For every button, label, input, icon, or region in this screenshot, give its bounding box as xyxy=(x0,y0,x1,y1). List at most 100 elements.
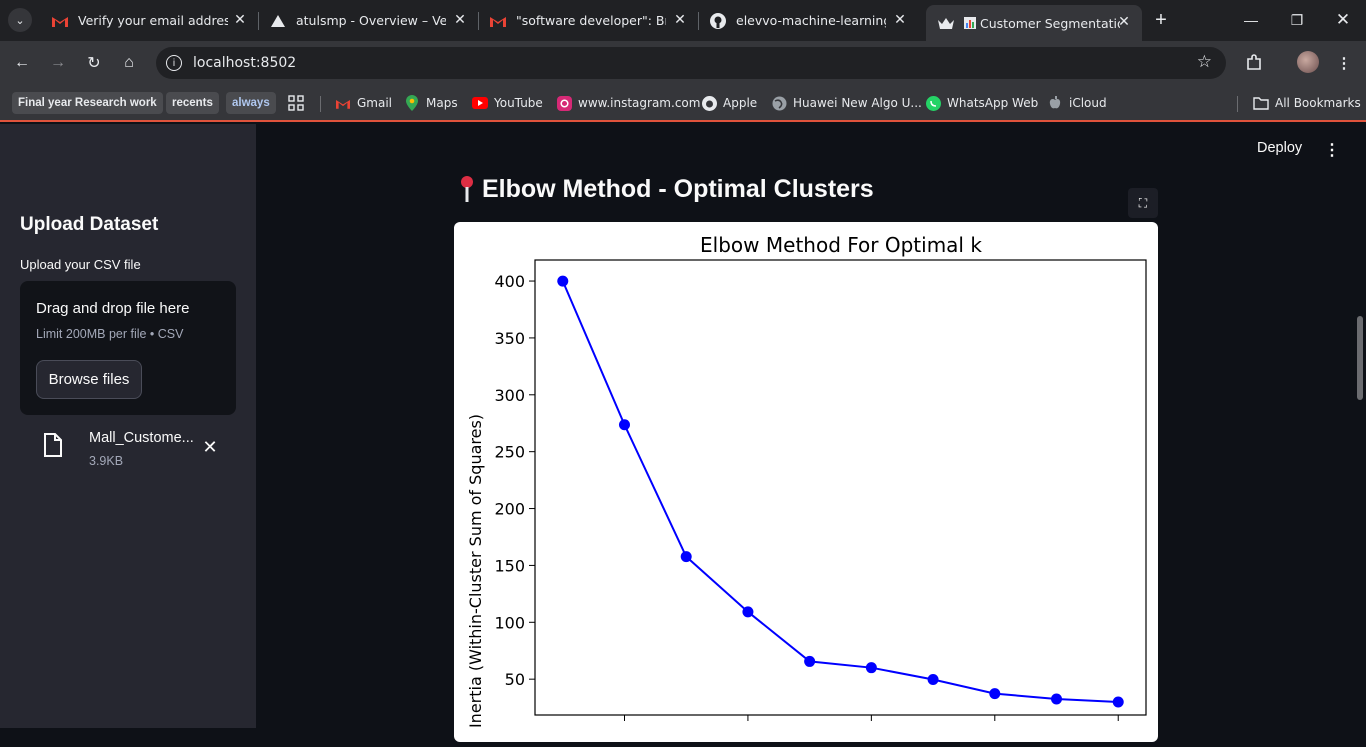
tab-gmail-verify[interactable]: Verify your email address - c ✕ xyxy=(40,0,258,41)
profile-avatar[interactable] xyxy=(1297,51,1319,73)
streamlit-icon xyxy=(938,15,954,31)
bookmark-folder[interactable]: always xyxy=(226,92,276,114)
tab-divider xyxy=(698,12,699,30)
tab-github[interactable]: elevvo-machine-learning/Ta ✕ xyxy=(698,0,918,41)
all-bookmarks[interactable]: All Bookmarks xyxy=(1253,92,1361,114)
bookmark-label: All Bookmarks xyxy=(1275,96,1361,110)
page-title: Elbow Method - Optimal Clusters xyxy=(482,174,874,203)
deploy-button[interactable]: Deploy xyxy=(1257,140,1303,156)
chart-svg: Elbow Method For Optimal k Inertia (With… xyxy=(466,233,1147,728)
close-icon[interactable]: ✕ xyxy=(894,12,906,28)
y-tick-label: 150 xyxy=(494,556,525,575)
instagram-icon xyxy=(556,95,572,111)
tab-title: Verify your email address - c xyxy=(78,13,228,28)
bookmark-label: Apple xyxy=(723,96,758,110)
extensions-icon[interactable] xyxy=(1243,52,1265,74)
main-menu-icon[interactable]: ⋮ xyxy=(1324,142,1340,159)
y-tick-label: 250 xyxy=(494,443,525,462)
chart-title: Elbow Method For Optimal k xyxy=(700,233,982,257)
tab-divider xyxy=(258,12,259,30)
sidebar: Upload Dataset Upload your CSV file Drag… xyxy=(0,124,256,728)
bookmark-label: WhatsApp Web xyxy=(947,96,1039,110)
bookmark-gmail[interactable]: Gmail xyxy=(335,92,392,114)
bookmark-label: YouTube xyxy=(494,96,543,110)
window-close-button[interactable]: ✕ xyxy=(1335,10,1351,29)
vercel-icon xyxy=(270,13,286,29)
back-button[interactable]: ← xyxy=(14,54,30,71)
reload-button[interactable]: ↻ xyxy=(87,55,101,72)
y-tick-label: 200 xyxy=(494,500,525,519)
file-dropzone[interactable]: Drag and drop file here Limit 200MB per … xyxy=(20,281,236,415)
new-tab-button[interactable]: + xyxy=(1155,8,1167,31)
maps-icon xyxy=(404,95,420,111)
bookmark-apple[interactable]: Apple xyxy=(701,92,757,114)
bookmark-label: www.instagram.com xyxy=(578,96,701,110)
y-tick-label: 350 xyxy=(494,329,525,348)
home-button[interactable]: ⌂ xyxy=(124,54,134,71)
folder-icon xyxy=(1253,95,1269,111)
bookmark-label: Maps xyxy=(426,96,458,110)
close-icon[interactable]: ✕ xyxy=(454,12,466,28)
tab-divider xyxy=(478,12,479,30)
bookmark-maps[interactable]: Maps xyxy=(404,92,458,114)
close-icon[interactable]: ✕ xyxy=(234,12,246,28)
data-point xyxy=(680,551,692,563)
bookmark-instagram[interactable]: www.instagram.com xyxy=(556,92,700,114)
browser-toolbar: ← → ↻ ⌂ i localhost:8502 ☆ ⋮ xyxy=(0,41,1366,85)
close-icon[interactable]: ✕ xyxy=(1118,14,1130,30)
plot-frame xyxy=(534,259,1147,716)
bookmark-folder[interactable]: Final year Research work xyxy=(12,92,163,114)
y-axis-label: Inertia (Within-Cluster Sum of Squares) xyxy=(466,414,485,728)
tab-customer-segmentation[interactable]: Customer Segmentation ✕ xyxy=(926,5,1142,41)
close-icon[interactable]: ✕ xyxy=(674,12,686,28)
tab-search-button[interactable]: ⌄ xyxy=(8,8,32,32)
fullscreen-icon[interactable]: ⛶ xyxy=(1128,188,1158,218)
data-point xyxy=(865,662,877,674)
file-name: Mall_Custome... xyxy=(89,430,194,446)
tab-strip: ⌄ Verify your email address - c ✕ atulsm… xyxy=(0,0,1366,41)
bookmark-star-icon[interactable]: ☆ xyxy=(1196,52,1212,71)
forward-button[interactable]: → xyxy=(50,54,66,71)
apps-grid-icon[interactable] xyxy=(288,92,304,114)
y-tick-label: 100 xyxy=(494,613,525,632)
github-icon xyxy=(710,12,726,29)
y-tick-label: 300 xyxy=(494,386,525,405)
gmail-icon xyxy=(52,13,68,29)
file-size: 3.9KB xyxy=(89,454,124,468)
bookmark-whatsapp[interactable]: WhatsApp Web xyxy=(925,92,1038,114)
bookmarks-bar: Final year Research work recents always … xyxy=(0,85,1366,122)
bookmark-icloud[interactable]: iCloud xyxy=(1047,92,1107,114)
apple-icon xyxy=(701,95,717,111)
remove-file-icon[interactable]: ✕ xyxy=(202,436,218,457)
bookmark-label: iCloud xyxy=(1069,96,1107,110)
y-tick-label: 400 xyxy=(494,272,525,291)
tab-title: "software developer": Braint xyxy=(516,13,666,28)
data-point xyxy=(1051,693,1063,705)
bookmark-huawei[interactable]: Huawei New Algo U... xyxy=(771,92,922,114)
sidebar-title: Upload Dataset xyxy=(20,214,159,235)
globe-icon xyxy=(771,95,787,111)
main-content: Deploy ⋮ Elbow Method - Optimal Clusters… xyxy=(256,124,1366,742)
bookmark-folder[interactable]: recents xyxy=(166,92,219,114)
youtube-icon xyxy=(472,95,488,111)
url-text[interactable]: localhost:8502 xyxy=(193,55,297,71)
bookmark-label: Gmail xyxy=(357,96,393,110)
y-tick-label: 50 xyxy=(505,670,525,689)
browse-files-button[interactable]: Browse files xyxy=(36,360,142,399)
tab-title: Customer Segmentation xyxy=(980,15,1120,31)
data-point xyxy=(804,655,816,667)
uploaded-file: Mall_Custome... 3.9KB ✕ xyxy=(20,424,236,472)
minimize-button[interactable]: — xyxy=(1244,12,1258,28)
info-icon[interactable]: i xyxy=(166,55,182,71)
browser-menu-icon[interactable]: ⋮ xyxy=(1336,55,1352,72)
restore-button[interactable]: ❐ xyxy=(1290,11,1304,28)
tab-vercel[interactable]: atulsmp - Overview – Vercel ✕ xyxy=(258,0,478,41)
page-heading: Elbow Method - Optimal Clusters xyxy=(456,174,874,204)
bookmark-youtube[interactable]: YouTube xyxy=(472,92,543,114)
whatsapp-icon xyxy=(925,95,941,111)
bookmark-divider xyxy=(1237,96,1238,112)
series-line xyxy=(561,280,1119,704)
tab-gmail-search[interactable]: "software developer": Braint ✕ xyxy=(478,0,698,41)
address-bar[interactable]: i localhost:8502 ☆ xyxy=(156,47,1226,79)
scrollbar[interactable] xyxy=(1357,316,1363,400)
